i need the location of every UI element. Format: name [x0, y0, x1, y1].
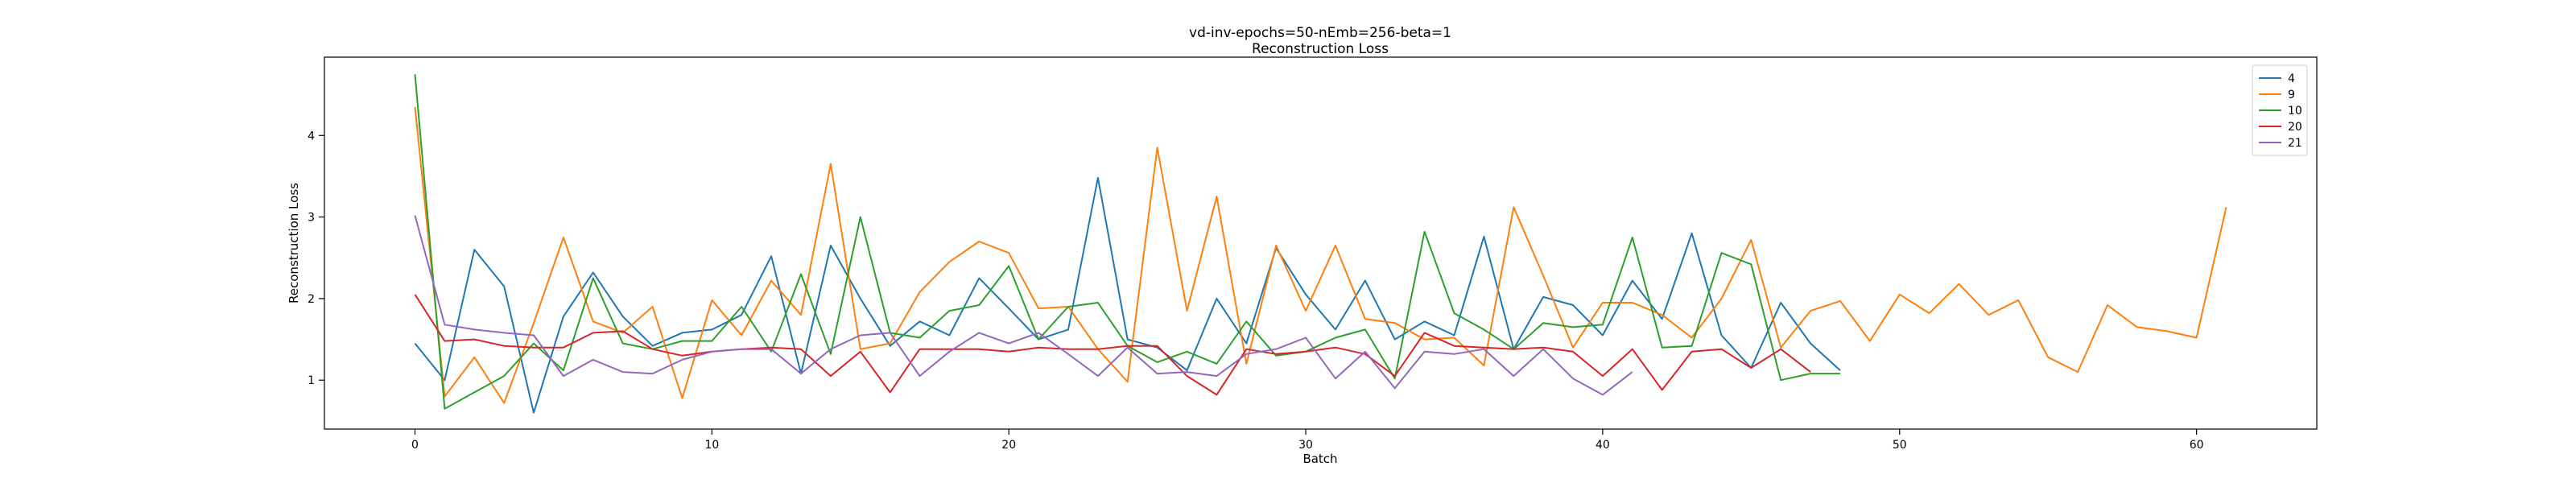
legend-label: 4 [2288, 72, 2295, 85]
chart-title: vd-inv-epochs=50-nEmb=256-beta=1 [1189, 25, 1451, 41]
x-axis-label: Batch [1302, 452, 1337, 466]
x-tick-label: 30 [1298, 439, 1313, 452]
y-axis: 1 2 3 4 [308, 130, 324, 387]
y-tick-label: 2 [308, 293, 315, 306]
chart-subtitle: Reconstruction Loss [1252, 41, 1389, 57]
x-tick-label: 40 [1596, 439, 1610, 452]
series-line-20 [414, 294, 1811, 396]
series-line-4 [414, 176, 1841, 414]
series-line-9 [414, 106, 2227, 404]
x-tick-label: 0 [411, 439, 419, 452]
x-tick-label: 60 [2190, 439, 2204, 452]
x-tick-label: 10 [704, 439, 719, 452]
y-tick-label: 4 [308, 130, 315, 142]
y-axis-label: Reconstruction Loss [287, 183, 301, 303]
legend-label: 9 [2288, 89, 2295, 101]
plot-area-frame [324, 56, 2318, 430]
y-tick-label: 1 [308, 374, 315, 387]
series-line-10 [414, 74, 1840, 410]
plot-lines [414, 74, 2227, 414]
x-axis: 0 10 20 30 40 50 60 [411, 429, 2204, 452]
series-line-21 [414, 215, 1633, 396]
legend-label: 21 [2288, 137, 2302, 150]
x-tick-label: 20 [1001, 439, 1016, 452]
legend-label: 20 [2288, 121, 2302, 134]
legend: 4 9 10 20 21 [2252, 64, 2308, 156]
y-tick-label: 3 [308, 212, 315, 225]
x-tick-label: 50 [1893, 439, 1907, 452]
legend-label: 10 [2288, 105, 2302, 118]
